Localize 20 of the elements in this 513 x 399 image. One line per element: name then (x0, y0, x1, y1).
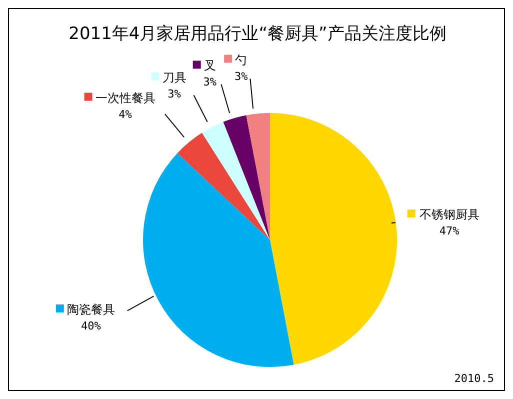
data-label: 3% (234, 70, 248, 83)
chart-title: 2011年4月家居用品行业“餐厨具”产品关注度比例 (68, 24, 446, 44)
data-label: 40% (80, 319, 102, 332)
legend-label: 勺 (235, 52, 248, 67)
pie-slice (143, 153, 294, 367)
pie-slice (223, 115, 270, 240)
data-label: 3% (203, 76, 217, 89)
legend-label: 一次性餐具 (95, 90, 156, 105)
pie-slice (246, 113, 270, 240)
legend-label: 陶瓷餐具 (66, 302, 115, 316)
text: 2010.5 (454, 372, 494, 385)
legend-label: 刀具 (162, 70, 186, 84)
data-label: 3% (168, 87, 182, 100)
data-label: 47% (439, 224, 460, 238)
pie-slice (270, 113, 397, 365)
data-label: 4% (118, 108, 132, 121)
legend-label: 不锈钢厨具 (419, 208, 480, 222)
legend-label: 叉 (204, 58, 216, 73)
pie-slice (177, 132, 270, 240)
pie-slice (202, 122, 270, 240)
